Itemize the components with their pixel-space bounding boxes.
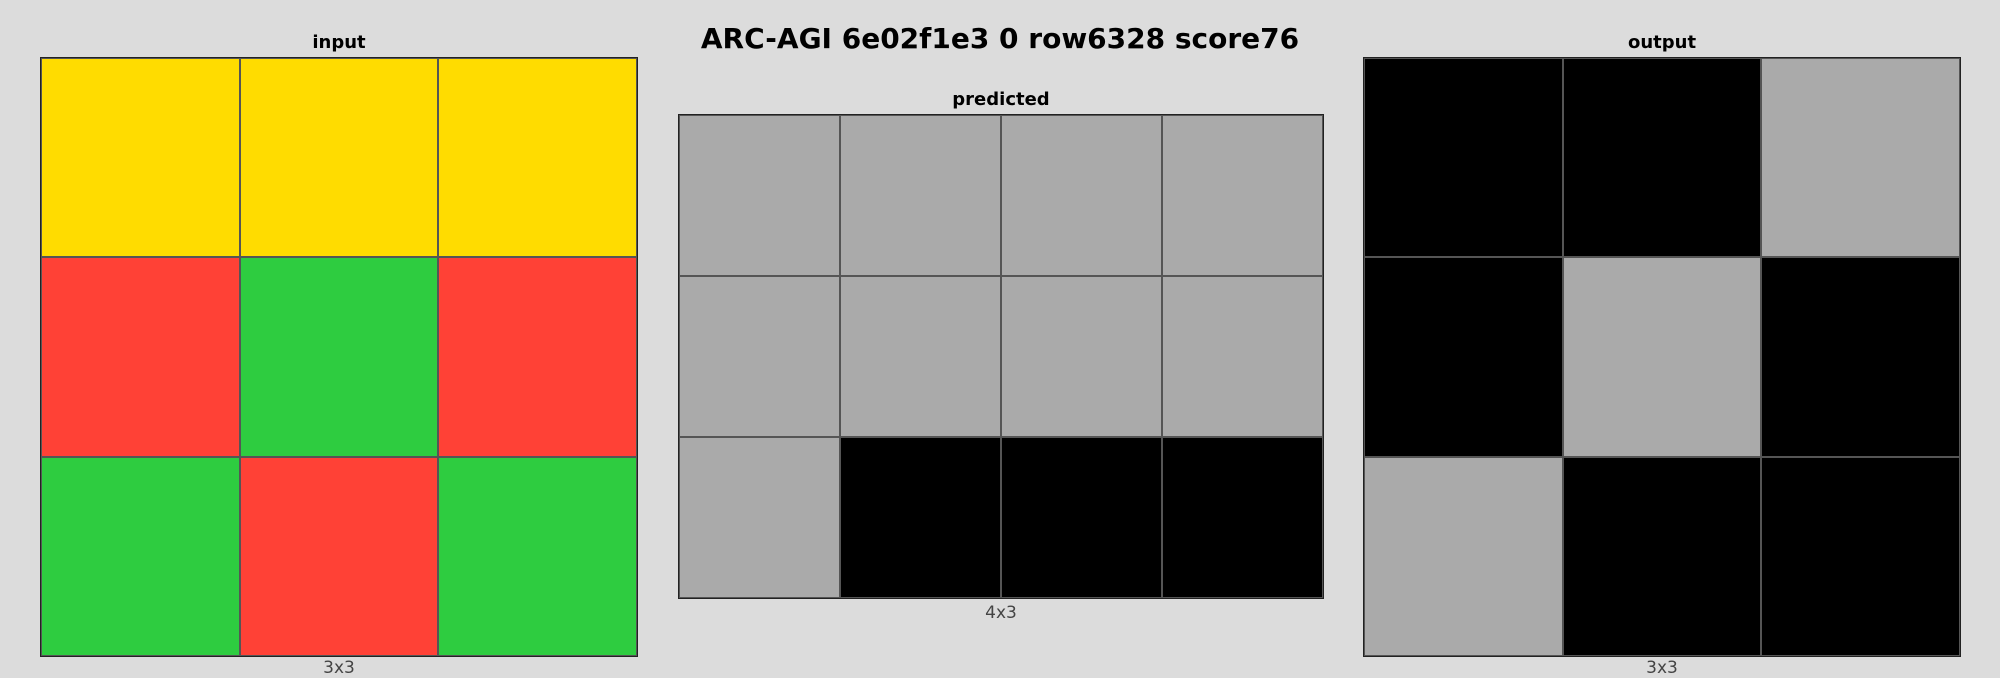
- predicted-cell-r2-c2: [1001, 437, 1162, 598]
- input-cell-r0-c2: [438, 58, 637, 258]
- input-cell-r2-c0: [41, 456, 240, 656]
- output-cell-r2-c1: [1562, 456, 1762, 656]
- output-grid: [1363, 57, 1961, 657]
- predicted-grid: [678, 114, 1324, 599]
- input-cell-r1-c0: [41, 257, 240, 457]
- page-title: ARC-AGI 6e02f1e3 0 row6328 score76: [700, 22, 1300, 55]
- output-cell-r0-c1: [1562, 58, 1762, 258]
- predicted-cell-r1-c0: [679, 276, 840, 437]
- input-dims: 3x3: [323, 658, 355, 678]
- output-dims: 3x3: [1646, 658, 1678, 678]
- predicted-cell-r2-c3: [1162, 437, 1323, 598]
- output-cell-r0-c2: [1761, 58, 1960, 258]
- input-label: input: [312, 32, 366, 53]
- predicted-dims: 4x3: [985, 603, 1017, 623]
- input-cell-r2-c1: [239, 456, 439, 656]
- output-cell-r1-c1: [1562, 257, 1762, 457]
- input-cell-r0-c1: [239, 58, 439, 258]
- predicted-cell-r1-c2: [1001, 276, 1162, 437]
- output-cell-r0-c0: [1364, 58, 1563, 258]
- predicted-cell-r1-c3: [1162, 276, 1323, 437]
- predicted-cell-r2-c0: [679, 437, 840, 598]
- output-cell-r1-c0: [1364, 257, 1563, 457]
- input-cell-r1-c1: [239, 257, 439, 457]
- predicted-cell-r0-c3: [1162, 115, 1323, 276]
- predicted-cell-r0-c2: [1001, 115, 1162, 276]
- output-cell-r1-c2: [1761, 257, 1960, 457]
- input-cell-r1-c2: [438, 257, 637, 457]
- output-cell-r2-c2: [1761, 456, 1960, 656]
- input-grid: [40, 57, 638, 657]
- input-cell-r2-c2: [438, 456, 637, 656]
- predicted-label: predicted: [952, 89, 1050, 110]
- input-cell-r0-c0: [41, 58, 240, 258]
- predicted-cell-r0-c0: [679, 115, 840, 276]
- predicted-cell-r2-c1: [840, 437, 1001, 598]
- predicted-cell-r0-c1: [840, 115, 1001, 276]
- predicted-cell-r1-c1: [840, 276, 1001, 437]
- output-cell-r2-c0: [1364, 456, 1563, 656]
- output-label: output: [1627, 32, 1697, 53]
